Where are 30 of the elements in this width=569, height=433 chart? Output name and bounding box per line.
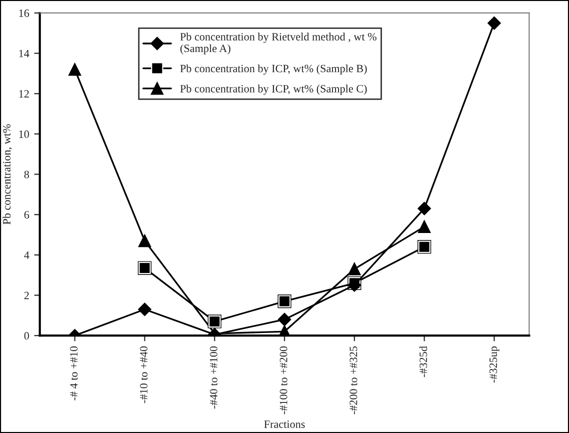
x-tick-label: -#40 to +#100 xyxy=(210,346,218,409)
x-tick-label: -#325d xyxy=(419,346,428,378)
y-tick-label: 14 xyxy=(19,50,30,58)
legend-label: Pb concentration by Rietveld method , wt % (Sample A) xyxy=(180,32,376,54)
legend-label: Pb concentration by ICP, wt% (Sample C) xyxy=(180,84,367,95)
x-tick-label: -#10 to +#40 xyxy=(140,346,148,404)
point xyxy=(348,278,361,292)
x-axis-title: Fractions xyxy=(264,420,305,428)
point xyxy=(348,262,361,276)
y-axis-title: Pb concentration, wt% xyxy=(2,124,12,224)
point xyxy=(488,16,501,30)
y-tick-label: 16 xyxy=(19,9,30,17)
point xyxy=(138,302,152,316)
point xyxy=(278,312,292,326)
x-tick-label: -# 4 to +#10 xyxy=(70,346,78,400)
point xyxy=(418,202,431,216)
y-tick-label: 12 xyxy=(19,90,29,98)
y-tick-label: 4 xyxy=(24,251,30,259)
point xyxy=(418,220,431,233)
y-tick-label: 10 xyxy=(19,130,29,138)
y-tick-label: 2 xyxy=(24,292,29,300)
point xyxy=(68,63,82,76)
y-tick-label: 8 xyxy=(24,170,29,178)
y-tick-label: 0 xyxy=(24,332,29,340)
legend-label: Pb concentration by ICP, wt% (Sample B) xyxy=(180,64,367,75)
x-tick-label: -#325up xyxy=(490,346,500,383)
point xyxy=(138,234,151,248)
x-tick-label: -#200 to +#325 xyxy=(350,346,358,414)
x-tick-label: -#100 to +#200 xyxy=(280,346,288,414)
y-tick-label: 6 xyxy=(24,211,30,219)
